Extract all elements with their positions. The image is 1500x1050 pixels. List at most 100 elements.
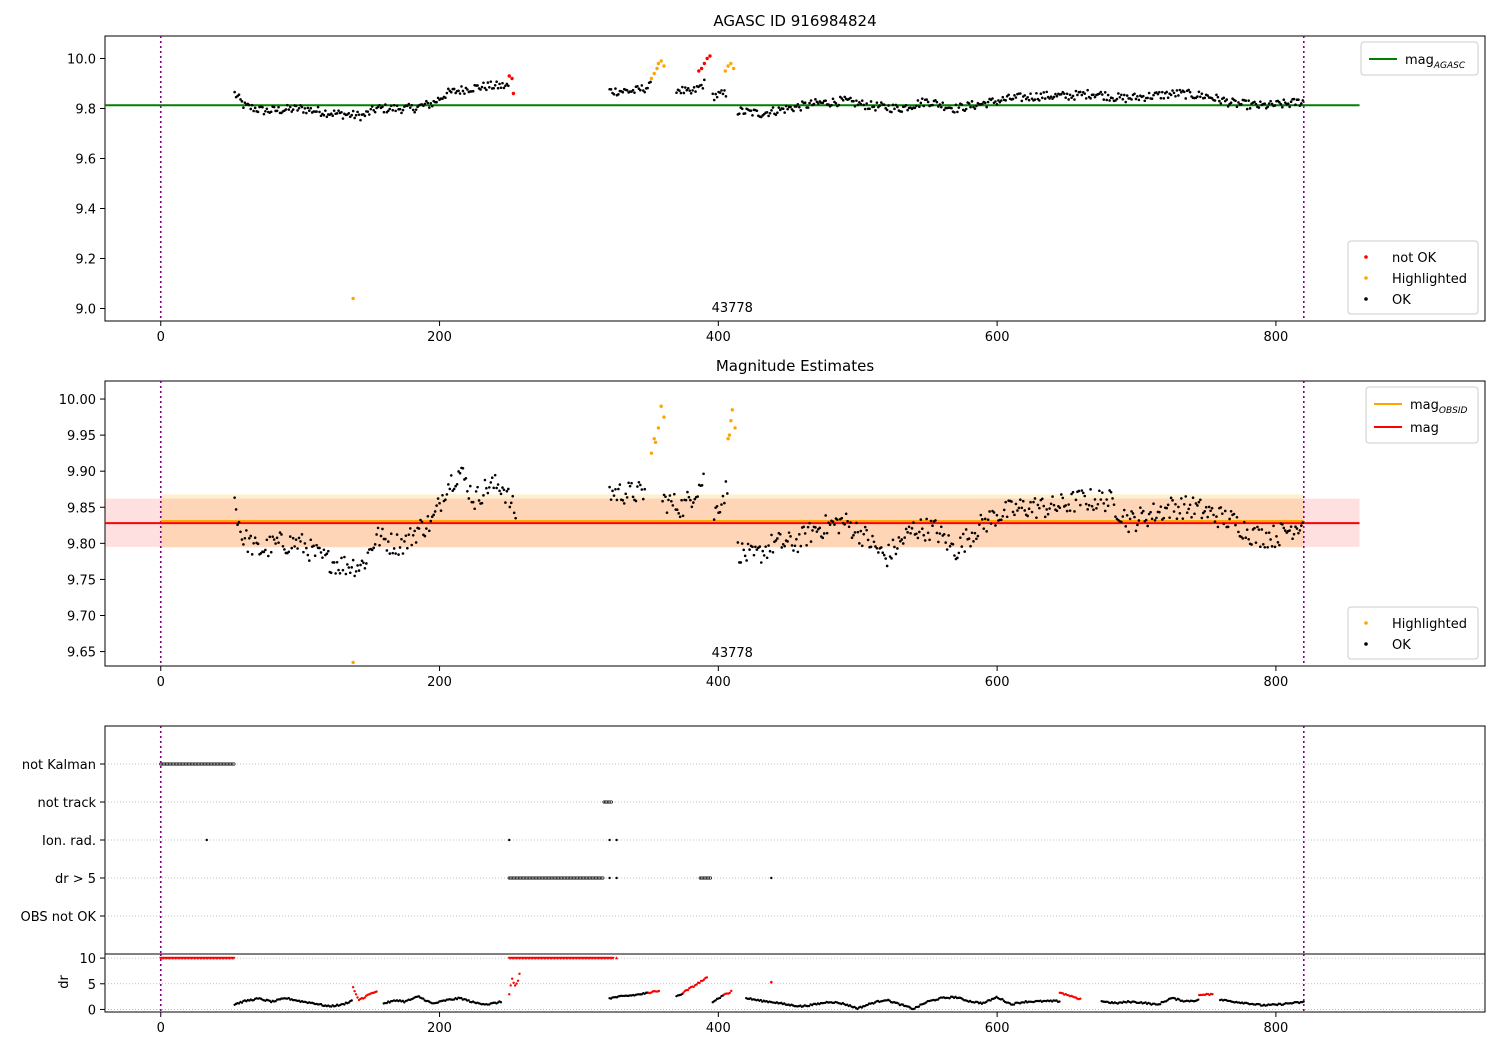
ok-point (960, 103, 964, 106)
ok-point (423, 534, 427, 538)
ok-point (451, 489, 455, 493)
ok-point (934, 98, 937, 102)
ok-point (803, 101, 807, 105)
ok-point (277, 541, 280, 544)
ok-point (827, 103, 830, 106)
ok-point (318, 110, 321, 114)
ok-point (1266, 545, 1269, 549)
ok-point (865, 528, 868, 532)
ok-point (1033, 98, 1037, 101)
legend-point-swatch (1364, 297, 1368, 301)
ok-point (422, 104, 425, 108)
not-ok-point (507, 74, 511, 78)
ok-point (1250, 543, 1253, 546)
ok-point (1074, 498, 1078, 502)
ok-point (985, 530, 988, 533)
ok-point (1013, 513, 1016, 517)
ok-point (252, 109, 255, 113)
ok-point (1149, 510, 1152, 514)
ok-point (325, 552, 329, 556)
dr-point (499, 1001, 503, 1004)
ok-point (631, 88, 635, 92)
ok-point (622, 502, 626, 505)
ok-point (643, 90, 647, 94)
ok-point (995, 102, 999, 106)
ok-point (447, 87, 450, 91)
ok-point (844, 512, 848, 516)
ok-point (726, 492, 729, 495)
ok-point (1206, 515, 1209, 519)
ok-point (1065, 509, 1069, 513)
ok-point (749, 109, 753, 112)
dr-red-point (356, 996, 359, 999)
ok-point (740, 107, 744, 111)
ok-point (351, 109, 355, 113)
ok-point (242, 106, 245, 109)
x-tick-label: 800 (1263, 1021, 1288, 1036)
not-ok-point (705, 56, 709, 61)
ok-point (887, 104, 890, 107)
ok-point (1115, 97, 1119, 101)
ok-point (1023, 94, 1027, 97)
ok-point (281, 545, 285, 548)
ok-point (463, 92, 466, 95)
x-tick-label: 400 (706, 675, 731, 690)
ok-point (457, 89, 460, 93)
ok-point (384, 537, 387, 541)
highlighted-point (662, 415, 666, 419)
dr-red-point (730, 989, 733, 993)
ok-point (496, 483, 500, 486)
ok-point (1222, 522, 1226, 526)
ok-point (303, 542, 307, 545)
ok-point (837, 531, 841, 535)
ok-point (887, 543, 890, 547)
legend-point-swatch (1364, 642, 1368, 646)
ok-point (240, 100, 244, 103)
ok-point (498, 82, 501, 86)
ok-point (776, 111, 779, 114)
ok-point (944, 541, 947, 544)
ok-point (318, 546, 321, 550)
ok-point (951, 543, 955, 546)
ok-point (1026, 96, 1029, 99)
ok-point (319, 114, 323, 118)
dr-point (274, 1000, 277, 1003)
ok-point (937, 105, 940, 108)
x-tick-label: 800 (1263, 675, 1288, 690)
ok-point (243, 101, 247, 104)
ok-point (979, 513, 983, 517)
ok-point (1188, 90, 1192, 94)
ok-point (1004, 500, 1007, 504)
highlighted-point (351, 660, 355, 665)
dr-point (287, 996, 290, 1000)
ok-point (874, 545, 877, 548)
ok-point (875, 546, 879, 550)
ok-point (256, 110, 260, 114)
y-tick-label: 9.6 (75, 153, 96, 168)
ok-point (964, 107, 968, 111)
ok-point (885, 564, 889, 568)
ok-point (821, 101, 825, 105)
ok-point (850, 536, 854, 539)
dr-red-point (513, 984, 517, 987)
ok-point (1172, 91, 1176, 95)
ok-point (884, 557, 887, 560)
ok-point (245, 529, 248, 532)
ok-point (398, 107, 402, 111)
ok-point (770, 109, 773, 112)
ok-point (354, 570, 358, 573)
ok-point (679, 91, 683, 95)
ok-point (720, 89, 723, 92)
ok-point (420, 520, 424, 524)
ok-point (1134, 529, 1138, 533)
ok-point (1184, 97, 1188, 100)
ok-point (912, 521, 915, 524)
ok-point (242, 543, 245, 546)
ok-point (929, 519, 933, 523)
ok-point (1084, 502, 1088, 506)
ok-point (822, 532, 826, 535)
ok-point (363, 114, 367, 118)
ok-point (1232, 512, 1236, 516)
ok-point (471, 89, 475, 93)
dr-point (913, 1007, 916, 1010)
